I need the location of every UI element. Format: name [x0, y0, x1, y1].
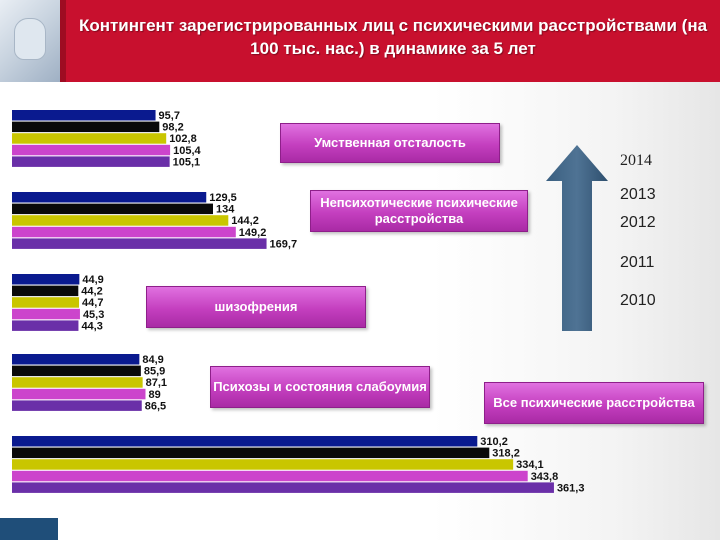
value-label-mental-retardation-2010: 95,7 [159, 110, 180, 122]
bar-mental-retardation-2014 [12, 156, 170, 167]
category-label-all-disorders: Все психические расстройства [484, 382, 704, 424]
value-label-all-disorders-2011: 318,2 [492, 448, 520, 460]
bar-all-disorders-2013 [12, 470, 528, 482]
category-label-non-psychotic: Непсихотические психические расстройства [310, 190, 528, 232]
value-label-schizophrenia-2013: 45,3 [83, 309, 104, 321]
year-label-2012: 2012 [620, 214, 656, 231]
doctor-photo [0, 0, 60, 82]
category-label-mental-retardation: Умственная отсталость [280, 123, 500, 163]
bar-mental-retardation-2013 [12, 144, 171, 156]
bar-psychoses-2014 [12, 400, 142, 411]
bar-non-psychotic-2011 [12, 203, 213, 215]
value-label-non-psychotic-2013: 149,2 [239, 227, 267, 239]
value-label-schizophrenia-2014: 44,3 [81, 320, 102, 332]
category-label-psychoses: Психозы и состояния слабоумия [210, 366, 430, 408]
bar-mental-retardation-2011 [12, 121, 160, 133]
bar-psychoses-2013 [12, 388, 146, 400]
bar-psychoses-2012 [12, 377, 143, 388]
header-stripe [60, 0, 66, 82]
bar-schizophrenia-2011 [12, 285, 79, 297]
header-banner: Контингент зарегистрированных лиц с псих… [0, 0, 720, 82]
bar-schizophrenia-2014 [12, 320, 79, 331]
value-label-mental-retardation-2011: 98,2 [162, 122, 183, 134]
bar-non-psychotic-2012 [12, 215, 229, 226]
value-label-non-psychotic-2011: 134 [216, 204, 235, 216]
value-label-all-disorders-2013: 343,8 [531, 471, 559, 483]
bar-mental-retardation-2012 [12, 133, 167, 144]
bar-non-psychotic-2014 [12, 238, 267, 249]
value-label-psychoses-2013: 89 [149, 389, 161, 401]
value-label-all-disorders-2010: 310,2 [480, 436, 508, 448]
value-label-psychoses-2010: 84,9 [142, 354, 163, 366]
value-label-psychoses-2011: 85,9 [144, 366, 165, 378]
value-label-psychoses-2014: 86,5 [145, 400, 166, 412]
value-label-mental-retardation-2012: 102,8 [169, 133, 197, 145]
bar-mental-retardation-2010 [12, 110, 156, 121]
value-label-non-psychotic-2010: 129,5 [209, 192, 237, 204]
bar-all-disorders-2014 [12, 482, 554, 493]
value-label-schizophrenia-2010: 44,9 [82, 274, 103, 286]
value-label-mental-retardation-2013: 105,4 [173, 145, 201, 157]
value-label-all-disorders-2014: 361,3 [557, 482, 585, 494]
page-title: Контингент зарегистрированных лиц с псих… [78, 16, 708, 58]
year-label-2011: 2011 [620, 254, 655, 271]
bar-non-psychotic-2010 [12, 192, 207, 203]
bar-psychoses-2010 [12, 354, 140, 365]
corner-decoration [0, 518, 58, 540]
bar-schizophrenia-2013 [12, 308, 80, 320]
value-label-mental-retardation-2014: 105,1 [173, 156, 201, 168]
bar-schizophrenia-2012 [12, 297, 80, 308]
bar-psychoses-2011 [12, 365, 141, 377]
bar-schizophrenia-2010 [12, 274, 80, 285]
bar-all-disorders-2012 [12, 459, 514, 470]
year-label-2014: 2014 [620, 152, 652, 169]
time-arrow-icon [546, 145, 608, 331]
value-label-schizophrenia-2011: 44,2 [81, 286, 102, 298]
value-label-psychoses-2012: 87,1 [146, 377, 167, 389]
value-label-all-disorders-2012: 334,1 [516, 459, 544, 471]
year-label-2013: 2013 [620, 186, 656, 203]
value-label-non-psychotic-2012: 144,2 [231, 215, 259, 227]
bar-non-psychotic-2013 [12, 226, 236, 238]
bar-all-disorders-2011 [12, 447, 490, 459]
bar-all-disorders-2010 [12, 436, 478, 447]
year-label-2010: 2010 [620, 292, 656, 309]
value-label-schizophrenia-2012: 44,7 [82, 297, 103, 309]
category-label-schizophrenia: шизофрения [146, 286, 366, 328]
value-label-non-psychotic-2014: 169,7 [270, 238, 298, 250]
